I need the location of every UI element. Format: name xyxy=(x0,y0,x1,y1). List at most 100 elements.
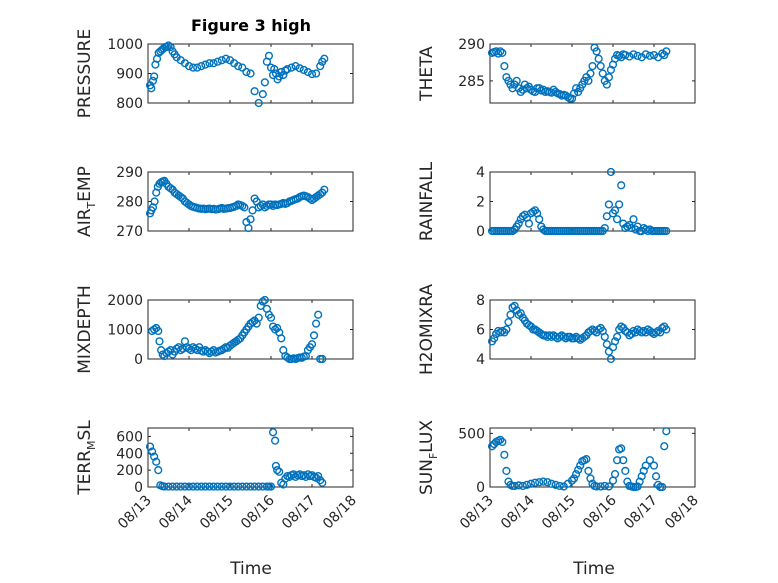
x-axis-title-left: Time xyxy=(229,559,272,579)
data-point xyxy=(633,482,642,491)
data-point xyxy=(273,323,282,333)
data-point xyxy=(172,482,181,491)
data-point xyxy=(580,332,589,341)
data-point xyxy=(168,482,177,491)
data-point xyxy=(621,50,630,60)
data-point xyxy=(528,207,538,216)
data-point xyxy=(164,41,173,50)
y-axis-label: SUNFLUX xyxy=(417,420,440,495)
y-axis-label: AIRTEMP xyxy=(75,166,98,237)
data-point xyxy=(234,335,243,344)
data-point xyxy=(535,478,544,487)
y-tick-label: 2000 xyxy=(107,293,143,309)
data-point xyxy=(242,482,251,491)
data-point xyxy=(619,456,628,465)
data-point xyxy=(154,326,163,336)
subplot-2: 285 290 THETA xyxy=(417,37,696,104)
data-point xyxy=(658,323,667,333)
data-point xyxy=(658,482,667,492)
data-point xyxy=(291,62,300,71)
y-tick-label: 270 xyxy=(116,224,143,240)
data-point xyxy=(494,49,503,58)
data-point xyxy=(526,479,536,488)
data-point xyxy=(197,62,206,71)
data-point xyxy=(524,219,534,228)
data-point xyxy=(244,223,253,233)
y-tick-label: 800 xyxy=(116,96,143,112)
data-point xyxy=(512,76,521,85)
axis-box xyxy=(489,427,696,488)
data-point xyxy=(150,197,159,206)
data-point xyxy=(307,340,317,349)
data-point xyxy=(213,57,222,66)
data-point xyxy=(250,87,259,96)
data-point xyxy=(610,206,620,215)
data-point xyxy=(551,480,560,489)
data-point xyxy=(662,325,671,334)
data-point xyxy=(150,72,159,81)
data-point xyxy=(277,478,286,487)
data-point xyxy=(639,466,648,476)
data-point xyxy=(176,482,185,491)
data-point xyxy=(193,63,202,72)
data-point xyxy=(518,212,527,221)
data-point xyxy=(166,42,175,52)
data-point xyxy=(502,325,511,334)
data-point xyxy=(604,73,614,82)
data-point xyxy=(162,42,171,52)
data-point xyxy=(160,482,169,491)
data-point xyxy=(576,461,585,470)
data-point xyxy=(271,436,280,445)
data-point xyxy=(155,337,164,346)
data-point xyxy=(516,87,525,97)
data-point xyxy=(498,326,507,336)
data-point xyxy=(586,474,595,483)
data-point xyxy=(254,98,263,108)
data-point xyxy=(615,200,624,209)
data-point xyxy=(592,482,601,491)
data-point xyxy=(309,331,319,340)
data-point xyxy=(606,167,616,177)
data-point xyxy=(584,76,593,85)
data-point xyxy=(148,447,157,456)
data-point xyxy=(612,215,622,224)
y-axis-label: H2OMIXRA xyxy=(417,284,437,375)
figure-title: Figure 3 high xyxy=(191,16,311,35)
data-point xyxy=(641,50,650,59)
data-point xyxy=(184,482,194,491)
data-point xyxy=(201,482,210,491)
data-point xyxy=(588,62,597,71)
y-tick-label: 1000 xyxy=(107,323,143,339)
data-point xyxy=(633,51,642,60)
data-point xyxy=(240,203,249,212)
data-point xyxy=(176,192,185,202)
y-tick-label: 290 xyxy=(116,165,143,181)
data-point xyxy=(514,481,523,490)
data-point xyxy=(268,428,278,437)
data-point xyxy=(217,56,226,65)
data-point xyxy=(213,482,222,491)
data-point xyxy=(299,65,308,75)
data-point xyxy=(649,461,659,470)
y-axis-label: PRESSURE xyxy=(75,29,95,118)
data-point xyxy=(563,92,573,102)
data-point xyxy=(238,482,247,491)
data-point xyxy=(604,200,614,209)
data-point xyxy=(238,201,247,211)
data-point xyxy=(147,84,156,93)
data-point xyxy=(152,457,161,466)
data-point xyxy=(246,69,255,78)
data-point xyxy=(569,89,579,98)
data-point xyxy=(275,72,284,81)
data-point xyxy=(530,478,540,487)
data-point xyxy=(598,69,607,78)
data-point xyxy=(567,476,577,485)
data-point xyxy=(221,54,231,63)
data-point xyxy=(629,50,638,59)
data-point xyxy=(582,455,591,464)
data-point xyxy=(535,215,544,224)
y-tick-label: 0 xyxy=(476,480,485,496)
data-point xyxy=(510,301,519,311)
data-point xyxy=(197,482,206,491)
